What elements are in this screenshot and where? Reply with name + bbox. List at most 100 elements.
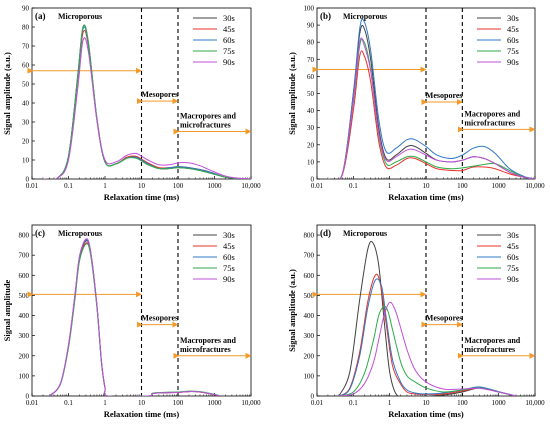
x-tick-label: 100 (173, 182, 184, 190)
legend-entry: 75s (507, 46, 519, 56)
series-line-60s (49, 239, 222, 396)
y-tick-label: 300 (304, 332, 315, 340)
x-tick-label: 0.1 (64, 399, 73, 407)
legend-entry: 30s (507, 13, 519, 23)
series-line-90s (338, 301, 517, 396)
series-line-75s (42, 24, 251, 179)
region-label-macropores: Macropores and microfractures (464, 336, 520, 354)
x-tick-label: 100 (457, 182, 468, 190)
panel-label: (d) (320, 228, 331, 238)
y-tick-label: 20 (307, 141, 315, 149)
legend-entry: 75s (507, 263, 519, 273)
chart-panel-d: 0.01 0.1 1 10 100 1000 10,000 0 100 200 300 400 500 6… (287, 224, 545, 419)
legend-entry: 60s (223, 35, 235, 45)
chart-panel-a: 0.01 0.1 1 10 100 1000 10,000 0 10 20 30 40 50 60 70 80… (2, 5, 261, 203)
y-tick-label: 100 (304, 372, 315, 380)
legend-entry: 30s (223, 13, 235, 23)
region-label-microporous: Microporous (58, 12, 102, 21)
x-tick-label: 0.01 (26, 182, 39, 190)
x-tick-label: 10,000 (525, 182, 545, 190)
series-line-30s (42, 24, 251, 179)
series-line-30s (49, 240, 222, 396)
x-axis-label: Relaxation time (ms) (388, 192, 464, 202)
series-line-45s (49, 242, 222, 396)
y-axis-label: Signal amplitude (a.u.) (287, 269, 297, 352)
y-tick-label: 100 (304, 5, 315, 13)
x-tick-label: 10,000 (241, 399, 261, 407)
y-tick-label: 300 (19, 332, 30, 340)
legend-entry: 45s (223, 241, 235, 251)
x-tick-label: 0.01 (311, 182, 324, 190)
region-label-microporous: Microporous (343, 12, 387, 21)
series-line-90s (327, 37, 535, 179)
series-line-60s (42, 26, 251, 179)
series-line-30s (338, 240, 517, 396)
x-axis-label: Relaxation time (ms) (388, 409, 464, 419)
legend-entry: 60s (223, 252, 235, 262)
y-tick-label: 50 (307, 90, 315, 98)
panel-label: (c) (35, 228, 45, 238)
legend-entry: 60s (507, 35, 519, 45)
x-tick-label: 0.1 (349, 182, 358, 190)
series-group (338, 240, 517, 396)
legend-entry: 45s (507, 241, 519, 251)
y-axis-label: Signal amplitude (a.u.) (287, 52, 297, 135)
x-tick-label: 1 (388, 399, 392, 407)
y-tick-label: 0 (26, 393, 30, 401)
x-tick-label: 10,000 (525, 399, 545, 407)
legend-entry: 30s (223, 230, 235, 240)
y-tick-label: 10 (22, 157, 30, 165)
x-tick-label: 1000 (492, 182, 507, 190)
y-tick-label: 600 (19, 272, 30, 280)
x-tick-label: 1000 (208, 182, 223, 190)
x-tick-label: 0.1 (349, 399, 358, 407)
region-label-microporous: Microporous (343, 229, 387, 238)
y-tick-label: 700 (304, 252, 315, 260)
series-group (327, 18, 535, 179)
y-tick-label: 100 (19, 372, 30, 380)
y-tick-label: 80 (307, 39, 315, 47)
y-axis-label: Signal amplitude (2, 279, 12, 341)
x-tick-label: 1000 (208, 399, 223, 407)
y-tick-label: 0 (311, 176, 315, 184)
legend-entry: 90s (507, 274, 519, 284)
legend-entry: 90s (223, 274, 235, 284)
series-line-90s (49, 238, 222, 396)
y-tick-label: 30 (22, 119, 30, 127)
x-tick-label: 100 (457, 399, 468, 407)
legend-entry: 60s (507, 252, 519, 262)
series-line-90s (42, 37, 251, 179)
y-tick-label: 70 (22, 43, 30, 51)
y-axis-label: Signal amplitude (a.u.) (2, 52, 12, 135)
series-line-45s (327, 50, 535, 179)
legend-entry: 90s (507, 57, 519, 67)
x-tick-label: 0.1 (64, 182, 73, 190)
y-tick-label: 20 (22, 138, 30, 146)
legend-entry: 45s (507, 24, 519, 34)
series-group (49, 238, 222, 396)
x-tick-label: 0.01 (311, 399, 324, 407)
x-tick-label: 0.01 (26, 399, 39, 407)
x-axis-label: Relaxation time (ms) (104, 409, 180, 419)
region-label-mesopores: Mesopores (426, 91, 463, 100)
y-tick-label: 10 (307, 158, 315, 166)
y-tick-label: 90 (307, 22, 315, 30)
series-line-60s (327, 18, 535, 179)
x-tick-label: 100 (173, 399, 184, 407)
y-tick-label: 200 (19, 352, 30, 360)
y-tick-label: 600 (304, 272, 315, 280)
series-group (42, 24, 251, 179)
x-tick-label: 10 (423, 399, 431, 407)
region-label-mesopores: Mesopores (426, 314, 463, 323)
y-tick-label: 80 (22, 24, 30, 32)
y-tick-label: 30 (307, 124, 315, 132)
legend-entry: 45s (223, 24, 235, 34)
x-tick-label: 10 (138, 399, 146, 407)
x-tick-label: 1 (103, 399, 107, 407)
x-tick-label: 1 (388, 182, 392, 190)
series-line-45s (338, 273, 517, 396)
x-tick-label: 1 (103, 182, 107, 190)
panel-label: (b) (320, 11, 331, 21)
y-tick-label: 200 (304, 352, 315, 360)
